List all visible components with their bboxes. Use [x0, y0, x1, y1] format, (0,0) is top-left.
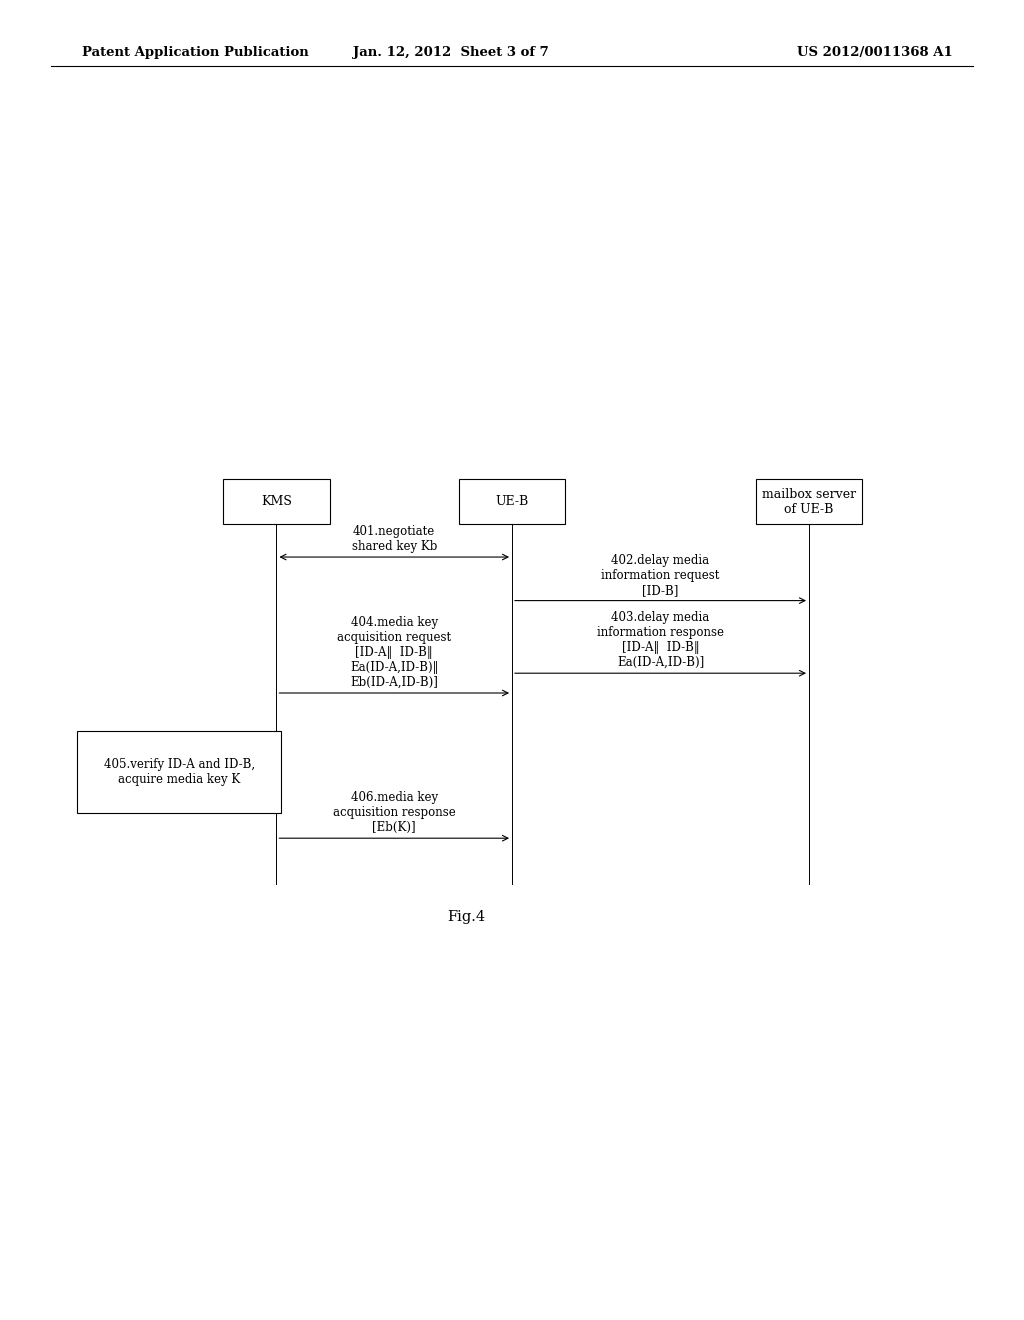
Text: mailbox server
of UE-B: mailbox server of UE-B	[762, 487, 856, 516]
Text: Patent Application Publication: Patent Application Publication	[82, 46, 308, 59]
Text: 403.delay media
information response
[ID-A‖  ID-B‖
Ea(ID-A,ID-B)]: 403.delay media information response [ID…	[597, 611, 724, 669]
Text: 406.media key
acquisition response
[Eb(K)]: 406.media key acquisition response [Eb(K…	[333, 791, 456, 834]
Text: US 2012/0011368 A1: US 2012/0011368 A1	[797, 46, 952, 59]
Text: 402.delay media
information request
[ID-B]: 402.delay media information request [ID-…	[601, 553, 720, 597]
Text: 405.verify ID-A and ID-B,
acquire media key K: 405.verify ID-A and ID-B, acquire media …	[103, 758, 255, 787]
FancyBboxPatch shape	[77, 731, 281, 813]
Text: 401.negotiate
shared key Kb: 401.negotiate shared key Kb	[351, 525, 437, 553]
Text: Jan. 12, 2012  Sheet 3 of 7: Jan. 12, 2012 Sheet 3 of 7	[352, 46, 549, 59]
Text: 404.media key
acquisition request
[ID-A‖  ID-B‖
Ea(ID-A,ID-B)‖
Eb(ID-A,ID-B)]: 404.media key acquisition request [ID-A‖…	[337, 616, 452, 689]
FancyBboxPatch shape	[223, 479, 330, 524]
Text: KMS: KMS	[261, 495, 292, 508]
FancyBboxPatch shape	[756, 479, 862, 524]
Text: Fig.4: Fig.4	[446, 911, 485, 924]
Text: UE-B: UE-B	[496, 495, 528, 508]
FancyBboxPatch shape	[459, 479, 565, 524]
